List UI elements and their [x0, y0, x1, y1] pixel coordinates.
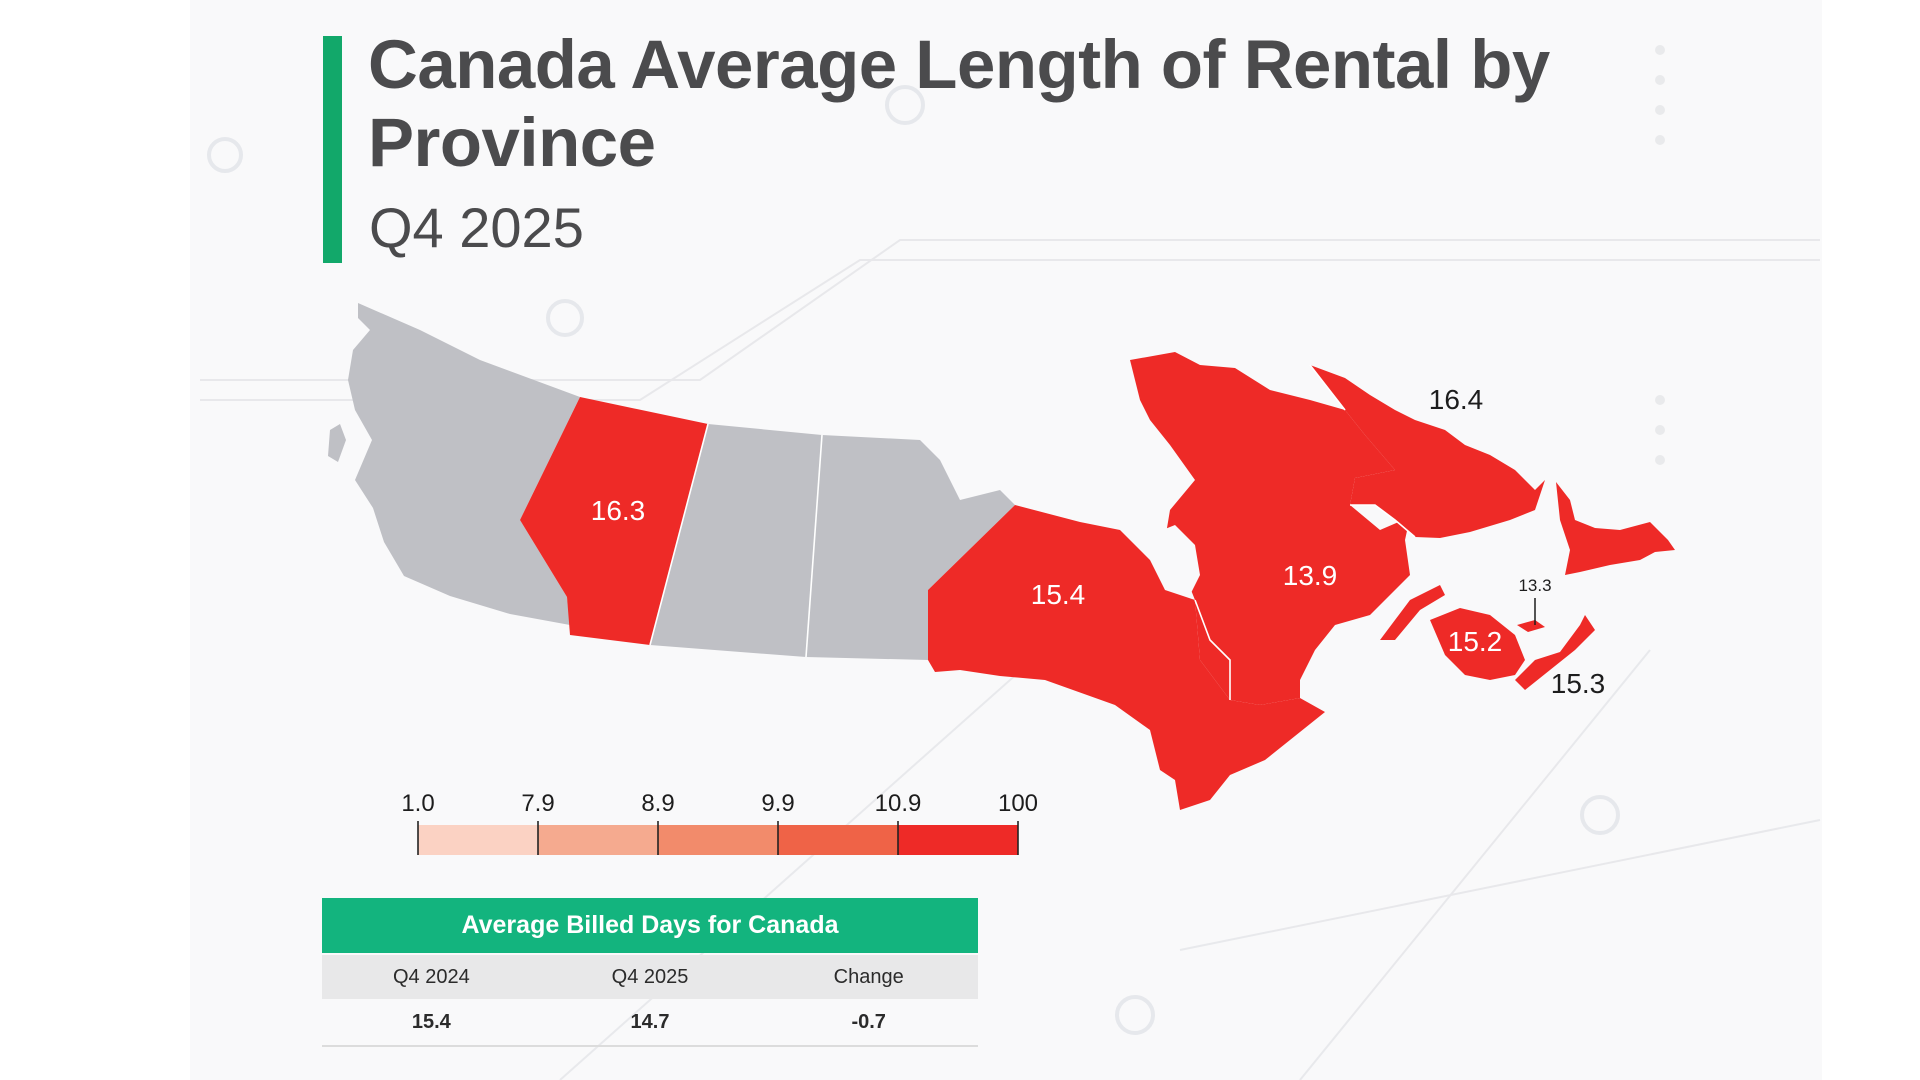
label-new-brunswick: 15.2: [1448, 626, 1503, 657]
legend-tick-label: 9.9: [761, 790, 794, 817]
province-labrador: [1310, 365, 1545, 538]
province-manitoba: [806, 435, 1015, 660]
province-british-columbia-islands: [328, 424, 346, 462]
legend-bin: [418, 825, 538, 855]
legend-tick-label: 10.9: [875, 790, 922, 817]
legend-bin: [898, 825, 1018, 855]
summary-table: Average Billed Days for Canada Q4 2024 Q…: [322, 898, 978, 1047]
province-british-columbia: [348, 303, 580, 625]
label-quebec: 13.9: [1283, 560, 1338, 591]
legend-bin: [538, 825, 658, 855]
label-ontario: 15.4: [1031, 579, 1086, 610]
province-nova-scotia: [1515, 615, 1595, 690]
james-bay: [1150, 525, 1200, 595]
title-accent-bar: [323, 36, 342, 263]
table-cell: 14.7: [630, 1011, 670, 1033]
page-subtitle: Q4 2025: [369, 196, 584, 259]
province-new-brunswick: [1430, 608, 1525, 680]
province-newfoundland: [1556, 482, 1675, 575]
province-ontario: [928, 505, 1325, 810]
province-quebec: [1130, 352, 1410, 705]
province-alberta: [520, 397, 708, 645]
label-alberta: 16.3: [591, 495, 646, 526]
column-header: Q4 2024: [392, 966, 470, 988]
table-column-headers: Q4 2024 Q4 2025 Change: [322, 955, 978, 999]
legend-bin: [658, 825, 778, 855]
label-newfoundland-labrador: 16.4: [1429, 384, 1484, 415]
label-nova-scotia: 15.3: [1551, 668, 1606, 699]
column-header: Q4 2025: [611, 966, 689, 988]
legend-bin: [778, 825, 898, 855]
label-prince-edward-island: 13.3: [1518, 576, 1551, 595]
legend-tick-label: 100: [998, 790, 1038, 817]
table-cell: 15.4: [411, 1011, 451, 1033]
page-title: Canada Average Length of Rental by Provi…: [368, 26, 1550, 181]
province-prince-edward-island: [1517, 620, 1545, 632]
table-header: Average Billed Days for Canada: [322, 898, 978, 953]
legend-tick-label: 7.9: [521, 790, 554, 817]
legend-tick-label: 8.9: [641, 790, 674, 817]
table-cell: -0.7: [851, 1011, 886, 1033]
gaspe-peninsula: [1380, 585, 1445, 640]
legend-tick-label: 1.0: [401, 790, 434, 817]
column-header: Change: [833, 966, 904, 988]
table-row: 15.4 14.7 -0.7: [322, 999, 978, 1047]
